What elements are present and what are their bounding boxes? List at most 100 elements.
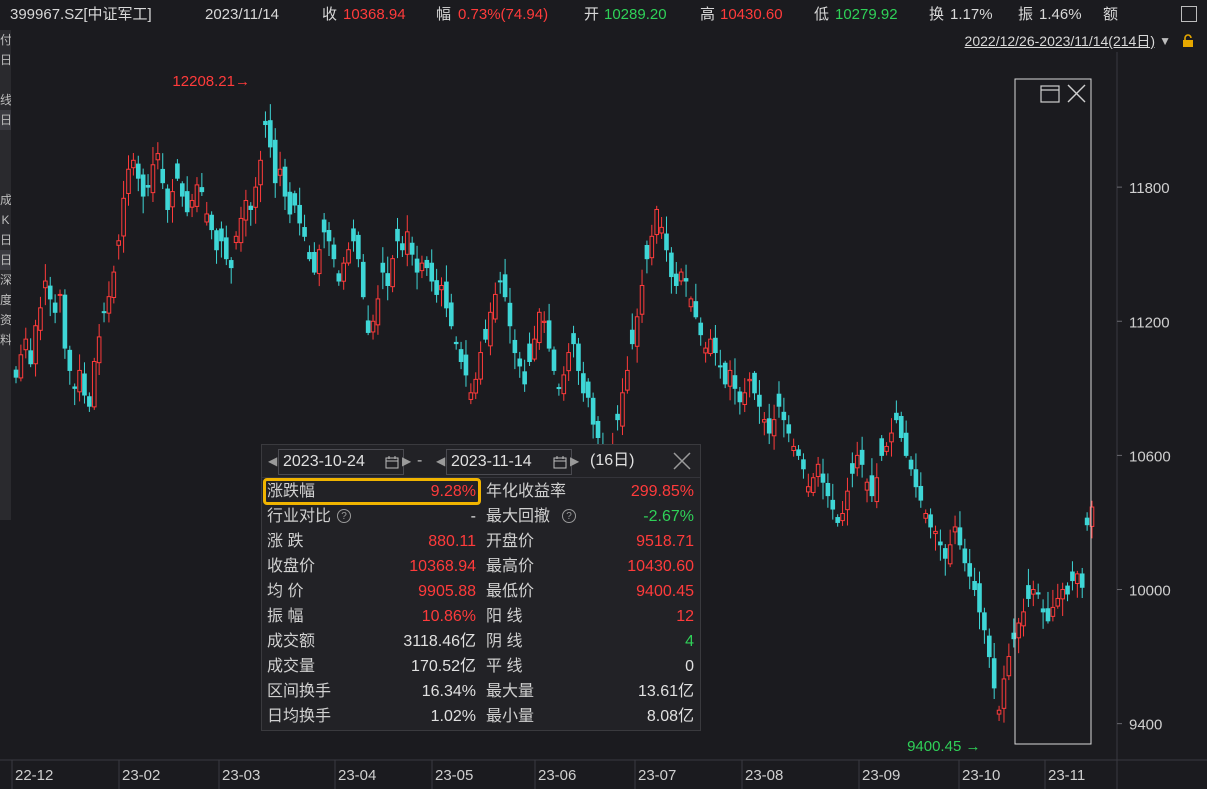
candle xyxy=(1031,580,1036,607)
close-icon[interactable] xyxy=(672,449,692,473)
side-tab[interactable]: 日 xyxy=(0,250,11,270)
candle xyxy=(140,168,146,214)
start-date-box[interactable]: 2023-10-24 xyxy=(278,449,404,475)
open-label: 开 xyxy=(584,6,600,23)
turnover-value: 1.17% xyxy=(950,6,993,23)
candle xyxy=(365,305,371,336)
help-icon[interactable]: ? xyxy=(562,509,576,523)
stat-label: 年化收益率 xyxy=(486,483,567,500)
lock-icon[interactable] xyxy=(1181,34,1195,48)
side-tab[interactable]: 度 xyxy=(0,293,11,307)
selection-box[interactable] xyxy=(1014,78,1092,745)
side-tab[interactable]: 日 xyxy=(0,110,11,130)
candle xyxy=(791,438,796,457)
change-value: 0.73%(74.94) xyxy=(458,6,549,23)
candle xyxy=(199,173,205,196)
candle xyxy=(585,378,591,408)
x-tick-label: 23-07 xyxy=(638,767,676,784)
candle xyxy=(488,302,493,356)
candle xyxy=(43,264,48,306)
candle xyxy=(781,397,787,438)
candle xyxy=(894,400,899,424)
candle xyxy=(126,155,131,206)
calendar-icon[interactable] xyxy=(385,455,399,469)
candle xyxy=(258,150,263,203)
stat-value: 4 xyxy=(685,633,694,650)
candle xyxy=(1016,617,1021,654)
candle xyxy=(302,214,307,242)
candle xyxy=(307,245,312,262)
candle xyxy=(429,249,435,292)
candle xyxy=(820,458,826,500)
security-code[interactable]: 399967.SZ[中证军工] xyxy=(10,6,152,23)
candle xyxy=(762,411,767,436)
candle xyxy=(786,415,792,443)
candle xyxy=(228,257,234,284)
side-tab[interactable]: 付 xyxy=(0,33,11,47)
candle xyxy=(253,177,258,224)
candle xyxy=(390,255,395,293)
candle xyxy=(649,224,655,266)
help-icon[interactable]: ? xyxy=(337,509,351,523)
selection-window-icon[interactable] xyxy=(1040,85,1060,103)
end-next-icon[interactable]: ▶ xyxy=(570,454,580,468)
side-tab[interactable]: 日 xyxy=(0,53,11,67)
candle xyxy=(889,418,894,457)
candle xyxy=(620,378,625,436)
candle xyxy=(854,441,860,477)
end-prev-icon[interactable]: ◀ xyxy=(436,454,446,468)
side-tab[interactable]: 成 xyxy=(0,193,11,207)
x-tick-label: 23-04 xyxy=(338,767,376,784)
side-tab[interactable]: 深 xyxy=(0,273,11,287)
candle xyxy=(1065,582,1070,602)
candle xyxy=(473,372,479,400)
candle xyxy=(766,403,772,445)
candle xyxy=(512,329,518,370)
candle xyxy=(356,231,361,268)
candle xyxy=(942,544,948,576)
candle xyxy=(1035,583,1041,599)
date-range[interactable]: 2022/12/26-2023/11/14(214日) xyxy=(964,33,1155,49)
candle xyxy=(967,548,973,590)
candle xyxy=(1040,599,1046,629)
candle xyxy=(312,242,317,275)
x-tick-label: 23-09 xyxy=(862,767,900,784)
candle xyxy=(145,174,151,197)
stat-label: 阳 线 xyxy=(486,608,523,625)
side-tab[interactable]: 日 xyxy=(0,233,11,247)
candle xyxy=(497,271,503,294)
stats-row: 收盘价 10368.94 最高价 10430.60 xyxy=(262,554,700,579)
selection-close-icon[interactable] xyxy=(1067,84,1086,103)
candle xyxy=(424,256,430,276)
candle xyxy=(400,236,405,257)
candle xyxy=(629,313,635,350)
candle xyxy=(541,311,547,333)
range-dropdown-icon[interactable]: ▼ xyxy=(1159,34,1171,48)
calendar-icon[interactable] xyxy=(553,455,567,469)
side-tab[interactable]: K xyxy=(1,213,10,227)
candle xyxy=(404,215,410,267)
start-next-icon[interactable]: ▶ xyxy=(402,454,412,468)
popup-date-row: ◀ 2023-10-24 ▶ - ◀ 2023-11-14 ▶ (16日) xyxy=(262,445,700,478)
stat-label: 平 线 xyxy=(486,658,523,675)
side-tab[interactable]: 线 xyxy=(0,93,11,107)
candle xyxy=(272,128,278,198)
candle xyxy=(634,308,640,363)
window-square-icon[interactable] xyxy=(1181,6,1197,22)
candle xyxy=(664,216,669,262)
candle xyxy=(224,225,229,266)
end-date-box[interactable]: 2023-11-14 xyxy=(446,449,572,475)
start-prev-icon[interactable]: ◀ xyxy=(268,454,278,468)
candle xyxy=(771,404,777,450)
side-tab[interactable]: 资 xyxy=(0,313,11,327)
close-value: 10368.94 xyxy=(343,6,406,23)
candle xyxy=(1070,561,1075,591)
candle xyxy=(693,283,699,320)
stat-value: 9905.88 xyxy=(418,583,476,600)
candle xyxy=(566,343,571,381)
stat-value: 0 xyxy=(685,658,694,675)
stats-row: 区间换手 16.34% 最大量 13.61亿 xyxy=(262,679,700,704)
candle xyxy=(419,255,425,279)
side-tab[interactable]: 料 xyxy=(0,333,11,347)
